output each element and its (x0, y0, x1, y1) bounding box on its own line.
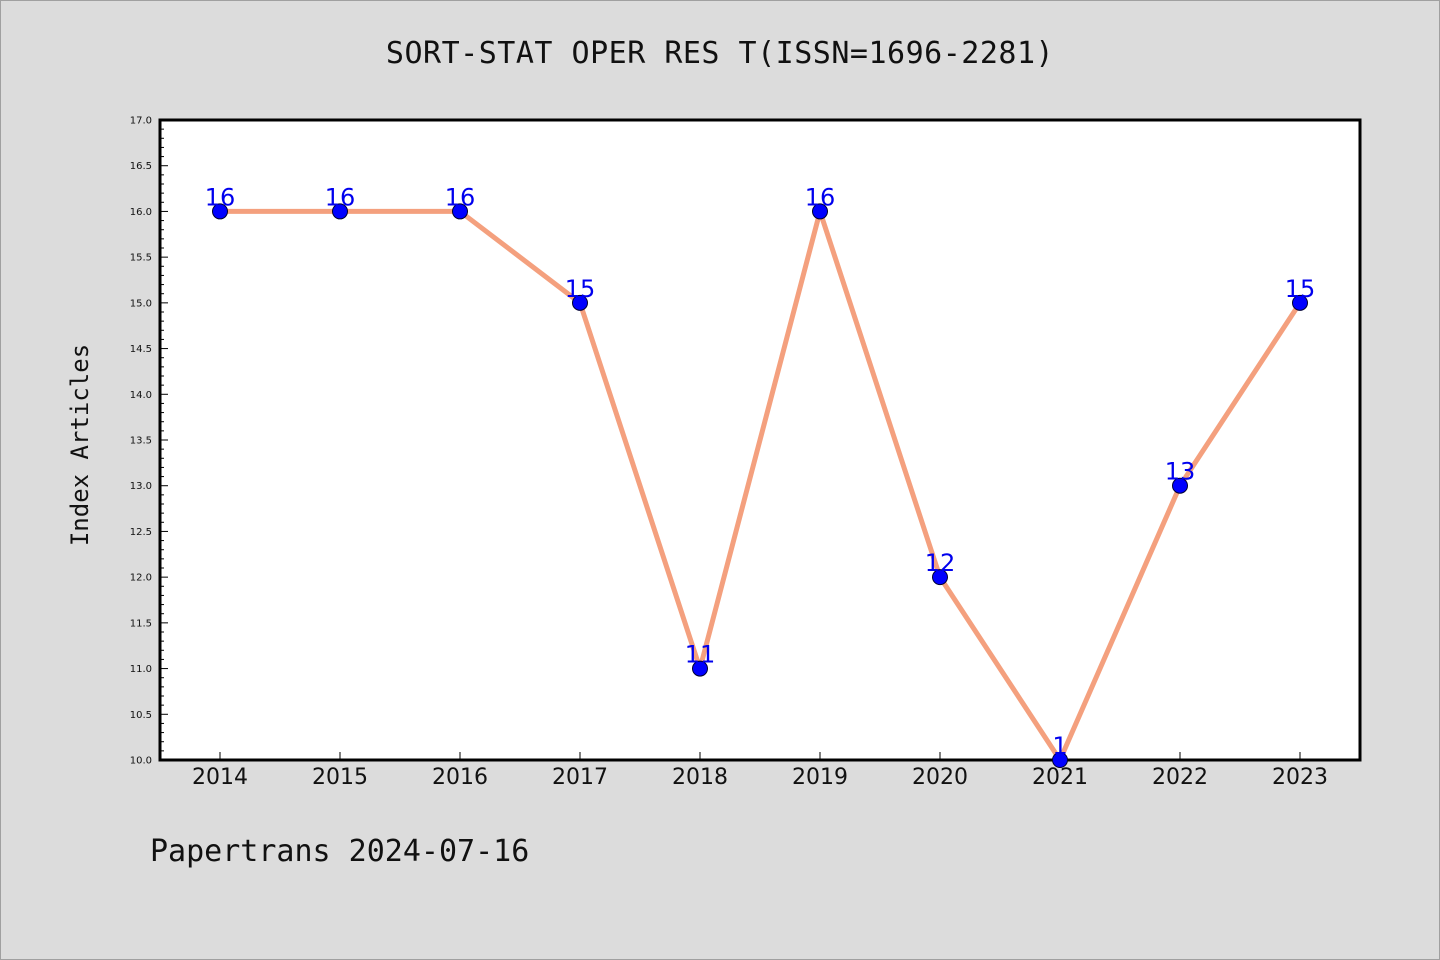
y-tick-label: 15.0 (130, 298, 152, 309)
y-tick-label: 13.0 (130, 481, 152, 492)
series-line-group (220, 208, 1303, 763)
x-tick-label: 2018 (672, 765, 728, 790)
y-tick-label: 10.0 (130, 756, 152, 767)
x-axis: 2014 2015 2016 2017 2018 2019 2020 2021 2022 2023 (192, 752, 1328, 790)
data-point (1292, 294, 1308, 311)
data-label: 1 (1052, 732, 1067, 760)
y-tick-label: 15.5 (130, 253, 152, 264)
data-point (1052, 752, 1068, 768)
data-label: 16 (325, 183, 356, 211)
data-label-group: 16 16 16 15 11 16 12 1 13 15 (205, 183, 1316, 760)
x-tick-label: 2019 (792, 765, 848, 790)
x-tick-label: 2016 (432, 765, 488, 790)
y-tick-label: 12.0 (130, 573, 152, 584)
y-tick-label: 16.0 (130, 207, 152, 218)
y-tick-label: 11.0 (130, 664, 152, 675)
y-tick-label: 11.5 (130, 618, 152, 629)
y-tick-label: 14.5 (130, 344, 152, 355)
data-point (812, 203, 828, 220)
data-point (212, 203, 228, 220)
data-point (932, 569, 948, 586)
y-tick-label: 16.5 (130, 161, 152, 172)
series-marker-group (212, 203, 1308, 768)
data-label: 16 (445, 183, 476, 211)
data-point (692, 660, 708, 677)
data-point (452, 203, 468, 220)
series-line (220, 208, 1303, 763)
y-tick-label: 12.5 (130, 527, 152, 538)
data-label: 11 (685, 641, 716, 669)
x-tick-label: 2017 (552, 765, 608, 790)
y-tick-label: 10.5 (130, 710, 152, 721)
data-label: 16 (805, 183, 836, 211)
data-label: 13 (1165, 458, 1196, 486)
data-label: 15 (1285, 275, 1316, 303)
x-tick-label: 2014 (192, 765, 248, 790)
footer-date: Papertrans 2024-07-16 (150, 834, 530, 869)
data-point (1172, 477, 1188, 494)
data-label: 12 (925, 549, 956, 577)
y-tick-label: 13.5 (130, 436, 152, 447)
y-tick-label: 17.0 (130, 116, 152, 127)
y-axis: 10.0 10.5 11.0 11.5 12.0 12.5 13.0 13.5 14.0 14.5… (130, 116, 168, 767)
x-tick-label: 2015 (312, 765, 368, 790)
chart-title: SORT-STAT OPER RES T(ISSN=1696-2281) (385, 36, 1055, 71)
x-tick-label: 2023 (1272, 765, 1328, 790)
x-tick-label: 2022 (1152, 765, 1208, 790)
data-point (332, 203, 348, 220)
x-tick-label: 2020 (912, 765, 968, 790)
data-point (572, 294, 588, 311)
x-tick-label: 2021 (1032, 765, 1088, 790)
y-tick-label: 14.0 (130, 390, 152, 401)
data-label: 16 (205, 183, 236, 211)
data-label: 15 (565, 275, 596, 303)
